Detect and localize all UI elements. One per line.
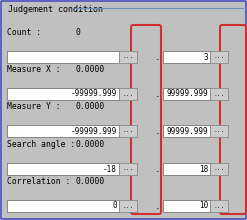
Bar bbox=[7, 200, 119, 212]
Text: 18: 18 bbox=[199, 165, 208, 174]
Bar bbox=[210, 88, 228, 100]
Text: -18: -18 bbox=[103, 165, 117, 174]
Text: ...: ... bbox=[213, 204, 225, 209]
Text: Correlation :: Correlation : bbox=[7, 177, 70, 186]
Bar bbox=[119, 51, 137, 63]
Bar bbox=[163, 163, 210, 175]
Text: Count :: Count : bbox=[7, 28, 41, 37]
Text: ...: ... bbox=[122, 92, 134, 97]
Bar bbox=[7, 125, 119, 137]
Bar bbox=[163, 51, 210, 63]
Bar bbox=[210, 125, 228, 137]
Text: 0.0000: 0.0000 bbox=[75, 65, 104, 74]
Bar bbox=[119, 125, 137, 137]
Text: .: . bbox=[156, 164, 160, 174]
Bar bbox=[7, 163, 119, 175]
Text: .: . bbox=[156, 126, 160, 136]
Text: ...: ... bbox=[122, 55, 134, 59]
Text: Measure Y :: Measure Y : bbox=[7, 102, 61, 111]
Text: 0.0000: 0.0000 bbox=[75, 177, 104, 186]
FancyBboxPatch shape bbox=[220, 25, 246, 214]
Text: ...: ... bbox=[122, 167, 134, 172]
Bar bbox=[119, 88, 137, 100]
Text: ...: ... bbox=[213, 55, 225, 59]
Text: 0.0000: 0.0000 bbox=[75, 102, 104, 111]
FancyBboxPatch shape bbox=[131, 25, 161, 214]
Bar bbox=[163, 200, 210, 212]
Bar bbox=[163, 125, 210, 137]
Text: 3: 3 bbox=[203, 53, 208, 62]
Text: .: . bbox=[156, 201, 160, 211]
Text: 10: 10 bbox=[199, 202, 208, 211]
Text: 0: 0 bbox=[75, 28, 80, 37]
Text: ...: ... bbox=[213, 92, 225, 97]
Text: .: . bbox=[156, 52, 160, 62]
Text: -99999.999: -99999.999 bbox=[71, 126, 117, 136]
Bar bbox=[119, 163, 137, 175]
Text: Measure X :: Measure X : bbox=[7, 65, 61, 74]
Bar bbox=[7, 51, 119, 63]
Text: 99999.999: 99999.999 bbox=[166, 90, 208, 99]
Bar bbox=[163, 88, 210, 100]
Text: Search angle :: Search angle : bbox=[7, 140, 75, 149]
Text: 0.0000: 0.0000 bbox=[75, 140, 104, 149]
Bar bbox=[119, 200, 137, 212]
Bar bbox=[210, 200, 228, 212]
Bar bbox=[7, 88, 119, 100]
Text: 0: 0 bbox=[112, 202, 117, 211]
Text: Judgement condition: Judgement condition bbox=[8, 5, 103, 14]
Text: ...: ... bbox=[213, 128, 225, 134]
Text: ...: ... bbox=[122, 128, 134, 134]
Text: ...: ... bbox=[122, 204, 134, 209]
Text: ...: ... bbox=[213, 167, 225, 172]
Bar bbox=[210, 163, 228, 175]
Text: 99999.999: 99999.999 bbox=[166, 126, 208, 136]
Text: .: . bbox=[156, 89, 160, 99]
Text: -99999.999: -99999.999 bbox=[71, 90, 117, 99]
Bar bbox=[210, 51, 228, 63]
